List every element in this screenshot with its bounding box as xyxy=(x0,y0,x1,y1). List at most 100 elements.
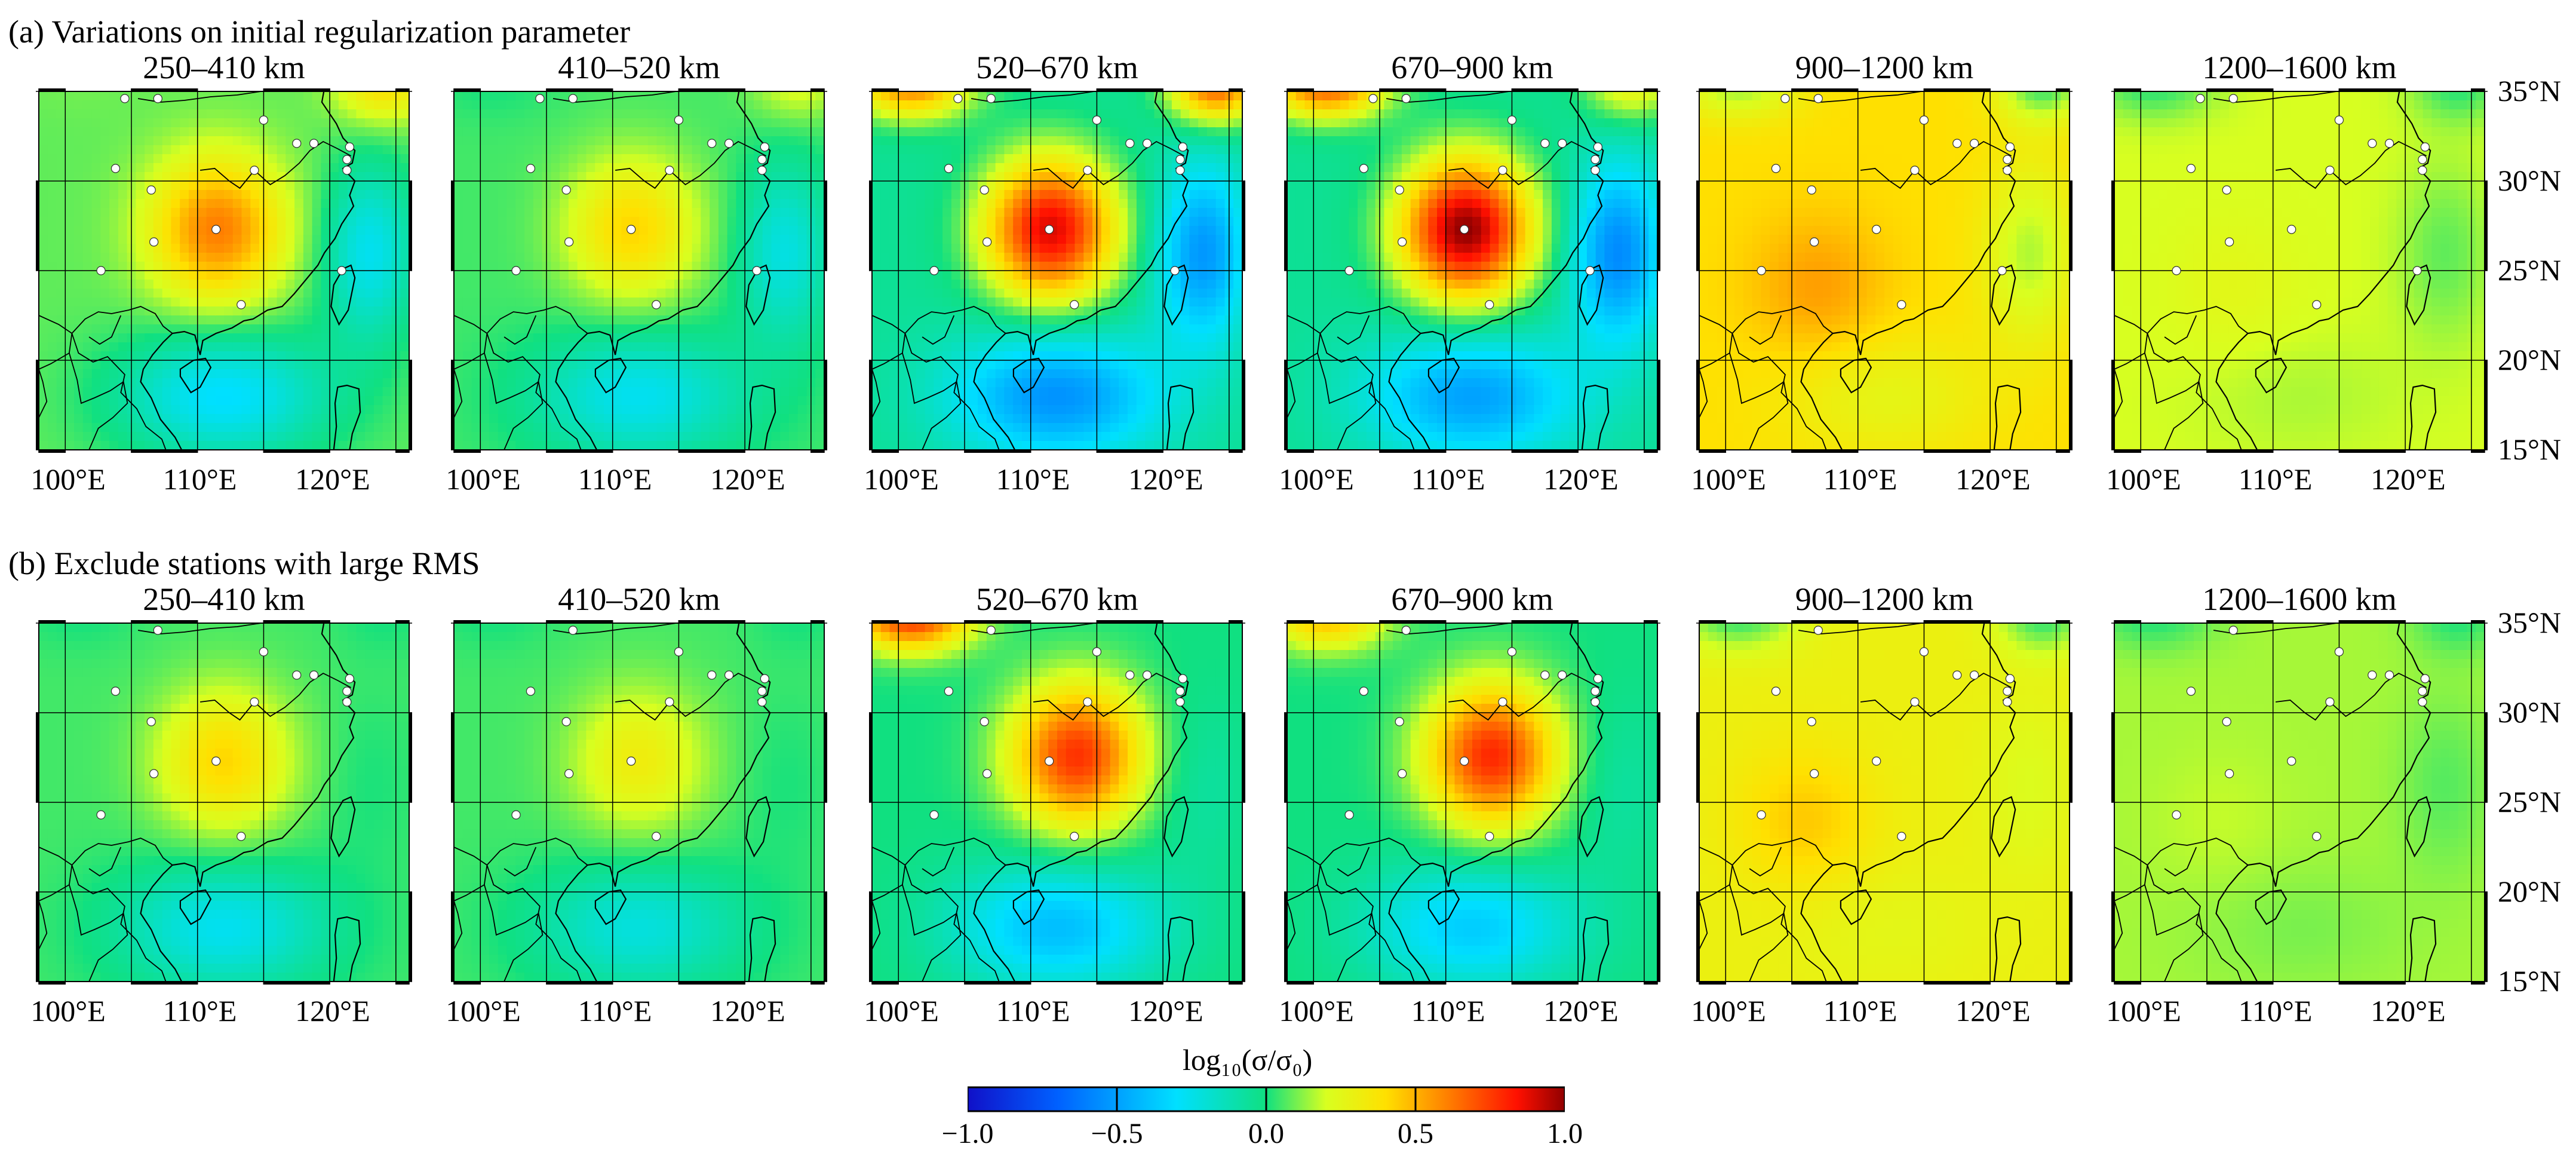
station-marker xyxy=(982,769,992,778)
map-frame xyxy=(36,88,412,453)
station-marker xyxy=(1593,674,1602,683)
map xyxy=(2111,620,2488,985)
map-frame xyxy=(869,620,1245,985)
station-marker xyxy=(1952,139,1962,148)
river-line xyxy=(1448,140,1600,189)
river-line xyxy=(1033,140,1185,189)
station-marker xyxy=(1359,164,1369,173)
colorbar-tick-label: −0.5 xyxy=(1091,1117,1143,1150)
station-marker xyxy=(1175,697,1185,707)
map-panel: 520–670 km xyxy=(869,581,1245,1017)
station-marker xyxy=(1810,237,1819,247)
x-tick-label: 100°E xyxy=(864,462,939,496)
station-marker xyxy=(292,139,302,148)
hainan-island xyxy=(1427,357,1460,394)
station-marker xyxy=(535,94,545,103)
hainan-island xyxy=(1012,889,1045,925)
station-marker xyxy=(110,164,121,173)
border-line xyxy=(1319,333,1415,450)
station-marker xyxy=(760,674,769,683)
panel-title: 1200–1600 km xyxy=(2111,49,2488,86)
border-line xyxy=(1731,333,1827,450)
border-line xyxy=(1287,306,1421,335)
x-tick-label: 110°E xyxy=(578,994,652,1028)
station-marker xyxy=(953,94,963,103)
station-marker xyxy=(2005,142,2015,152)
x-tick-label: 120°E xyxy=(2371,994,2446,1028)
panel-title: 670–900 km xyxy=(1284,49,1660,86)
map xyxy=(1696,88,2073,453)
station-marker xyxy=(2228,625,2238,635)
map-panel: 670–900 km xyxy=(1284,49,1660,485)
border-line xyxy=(71,864,167,982)
station-marker xyxy=(1585,266,1595,275)
border-line xyxy=(1699,369,1708,418)
border-line xyxy=(2114,900,2123,950)
map xyxy=(451,88,827,453)
station-marker xyxy=(2225,769,2234,778)
station-marker xyxy=(2287,756,2296,766)
station-marker xyxy=(146,185,156,195)
taiwan-island xyxy=(330,264,356,326)
station-marker xyxy=(1813,625,1823,635)
station-marker xyxy=(2003,697,2012,707)
station-marker xyxy=(2325,165,2335,175)
border-line xyxy=(1319,864,1415,982)
station-marker xyxy=(1591,697,1600,707)
station-marker xyxy=(982,237,992,247)
coastline xyxy=(140,623,356,982)
station-marker xyxy=(309,139,319,148)
station-marker xyxy=(1910,697,1920,707)
map-panel: 1200–1600 km xyxy=(2111,49,2488,485)
border-line xyxy=(2114,306,2249,335)
border-line xyxy=(88,847,122,877)
station-marker xyxy=(1045,225,1054,234)
map-frame xyxy=(451,88,827,453)
coastline xyxy=(140,91,356,450)
panel-title: 900–1200 km xyxy=(1696,49,2073,86)
station-marker xyxy=(1872,225,1881,234)
station-marker xyxy=(561,717,571,726)
colorbar-svg xyxy=(966,1086,1566,1112)
luzon-island xyxy=(1581,384,1610,450)
river-line xyxy=(1033,672,1185,721)
x-tick-label: 100°E xyxy=(1691,462,1766,496)
station-marker xyxy=(337,266,346,275)
station-marker xyxy=(752,266,762,275)
station-marker xyxy=(1498,165,1507,175)
hainan-island xyxy=(594,357,627,394)
border-line xyxy=(872,306,1006,335)
taiwan-island xyxy=(1991,264,2016,326)
border-line xyxy=(1287,369,1296,418)
x-tick-label: 120°E xyxy=(710,462,785,496)
station-marker xyxy=(724,670,734,680)
station-marker xyxy=(250,165,259,175)
panel-title: 520–670 km xyxy=(869,49,1245,86)
map-frame xyxy=(1284,620,1660,985)
x-tick-label: 100°E xyxy=(864,994,939,1028)
map-frame xyxy=(36,620,412,985)
map-panel: 520–670 km xyxy=(869,49,1245,485)
station-marker xyxy=(2196,94,2205,103)
station-marker xyxy=(2186,686,2196,696)
panel-title: 900–1200 km xyxy=(1696,581,2073,618)
border-line xyxy=(484,884,544,982)
hainan-island xyxy=(1012,357,1045,394)
station-marker xyxy=(980,717,989,726)
y-tick-label: 15°N xyxy=(2498,964,2561,998)
luzon-island xyxy=(333,384,361,450)
station-marker xyxy=(724,139,734,148)
station-marker xyxy=(2312,832,2322,841)
border-line xyxy=(484,352,544,450)
border-line xyxy=(1287,838,1421,866)
station-marker xyxy=(1591,686,1600,696)
taiwan-island xyxy=(745,264,771,326)
station-marker xyxy=(2334,647,2344,657)
x-tick-label: 100°E xyxy=(446,994,521,1028)
station-marker xyxy=(2225,237,2234,247)
border-line xyxy=(2114,864,2148,902)
y-tick-label: 25°N xyxy=(2498,253,2561,287)
colorbar-tick-label: −1.0 xyxy=(941,1117,993,1150)
station-marker xyxy=(511,810,521,820)
station-marker xyxy=(1557,139,1567,148)
